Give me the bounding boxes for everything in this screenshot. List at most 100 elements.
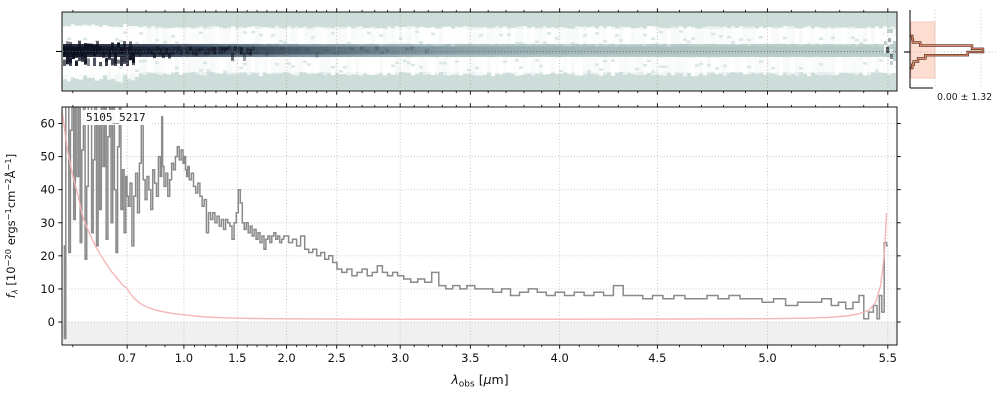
pixel-block [679,57,683,74]
pixel-block [246,47,249,55]
pixel-block [287,62,291,65]
pixel-block [703,57,707,76]
pixel-block [267,27,271,44]
pixel-block [235,27,239,44]
pixel-block [175,56,179,73]
pixel-block [311,57,315,74]
pixel-block [319,57,323,73]
pixel-block [183,27,187,44]
pixel-block [227,27,231,45]
pixel-block [455,26,459,44]
pixel-block [211,26,215,43]
pixel-block [567,56,571,74]
pixel-block [415,27,419,46]
pixel-block [207,56,211,72]
pixel-block [543,56,547,75]
pixel-block [187,56,191,73]
pixel-block [559,69,563,73]
pixel-block [543,41,547,44]
pixel-block [267,57,271,74]
pixel-block [890,29,893,33]
pixel-block [387,26,391,44]
pixel-block [767,56,771,74]
pixel-block [415,56,419,75]
pixel-block [711,32,715,36]
pixel-block [884,45,887,49]
pixel-block [399,27,403,45]
pixel-block [75,48,78,58]
pixel-block [463,57,467,74]
pixel-block [884,33,887,37]
pixel-block [331,65,335,69]
pixel-block [129,56,132,61]
pixel-block [607,56,611,73]
pixel-block [395,57,399,75]
pixel-block [199,69,203,72]
pixel-block [567,28,571,47]
pixel-block [519,41,523,45]
pixel-block [143,26,147,44]
pixel-block [367,31,371,35]
pixel-block [555,28,559,45]
pixel-block [379,34,383,37]
pixel-block [195,27,199,46]
pixel-block [411,57,415,76]
pixel-block [731,57,735,73]
pixel-block [228,45,231,50]
pixel-block [69,41,72,48]
pixel-block [93,45,96,57]
pixel-block [447,26,451,44]
pixel-block [243,31,247,34]
pixel-block [587,56,591,73]
pixel-block [890,37,893,41]
pixel-block [307,63,311,66]
pixel-block [587,70,591,73]
pixel-block [893,69,896,73]
pixel-block [319,26,323,45]
pixel-block [287,57,291,74]
pixel-block [79,57,83,75]
pixel-block [99,61,102,66]
pixel-block [239,57,243,73]
pixel-block [147,27,151,45]
pixel-block [339,27,343,45]
pixel-block [743,26,747,45]
pixel-block [139,27,143,46]
pixel-block [187,27,191,44]
pixel-block [691,37,695,40]
pixel-block [675,57,679,74]
pixel-block [471,27,475,44]
pixel-block [347,41,351,45]
pixel-block [195,57,199,75]
pixel-block [851,56,855,74]
pixel-block [162,53,165,59]
pixel-block [119,27,123,45]
pixel-block [884,61,887,65]
pixel-block [483,56,487,75]
pixel-block [252,46,255,51]
pixel-block [487,57,491,73]
pixel-block [155,27,159,45]
pixel-block [691,27,695,45]
pixel-block [139,32,143,35]
pixel-block [699,28,703,45]
pixel-block [63,59,66,66]
pixel-block [120,47,123,54]
pixel-block [711,57,715,73]
pixel-block [175,66,179,70]
pixel-block [367,27,371,44]
pixel-block [263,56,267,73]
pixel-block [427,57,431,75]
pixel-block [102,52,105,58]
pixel-block [839,27,843,45]
pixel-block [779,27,783,44]
pixel-block [195,49,198,57]
pixel-block [467,57,471,74]
pixel-block [535,59,539,62]
pixel-block [571,28,575,45]
pixel-block [523,26,527,43]
pixel-block [503,60,507,63]
pixel-block [108,48,111,57]
pixel-block [463,26,467,44]
pixel-block [119,39,123,43]
